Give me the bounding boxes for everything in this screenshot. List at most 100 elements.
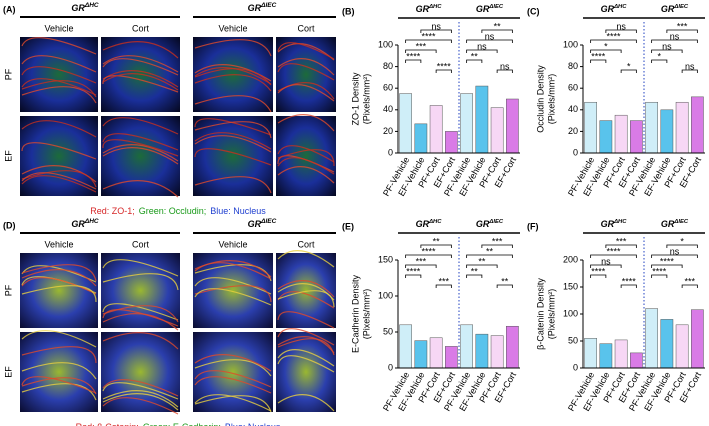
significance-bracket [405,49,437,53]
micrograph [20,37,98,112]
caption-part: Green: Occludin; [139,206,207,216]
caption-part: Red: ZO-1; [90,206,135,216]
stain [102,273,179,291]
group-label: GRΔHC [71,2,99,14]
bar [414,340,428,369]
stain [21,362,97,380]
significance-bracket [405,264,437,268]
caption-part: Blue: Nucleus [210,206,266,216]
column-label: Vehicle [218,23,247,33]
bar [399,93,412,154]
group-base: GR [248,3,262,13]
significance-bracket [590,39,637,43]
micrograph [20,332,98,412]
row-label: EF [3,150,13,162]
micrograph [101,116,180,196]
significance-bracket [466,264,498,268]
significance-bracket [405,59,422,63]
y-axis-label: (Pixels/mm²) [361,289,371,340]
significance-bracket [466,254,513,258]
significance-bracket [496,284,513,288]
bar [584,338,597,369]
bar [660,319,674,369]
stain [277,149,335,167]
stain [277,166,335,184]
stain [102,259,179,277]
micrograph [20,116,98,196]
group-base: GR [661,4,675,14]
significance-label: ** [486,246,494,256]
significance-bracket [666,244,698,248]
significance-label: ns [616,21,626,31]
stain [102,147,179,165]
significance-label: ns [431,21,441,31]
stain [21,346,97,364]
significance-bracket [666,29,698,33]
stain [21,330,97,348]
stain [277,291,335,309]
stain [277,157,335,175]
bar [645,308,658,369]
stain [194,395,272,413]
stain [102,305,179,323]
significance-bracket [651,49,683,53]
bar [445,131,458,154]
stain [21,142,97,160]
significance-label: **** [406,266,421,276]
stain [102,55,179,73]
stain [277,58,335,76]
bar [660,109,674,154]
bar [630,120,643,154]
significance-label: * [604,41,608,51]
stain [277,328,335,346]
bar [630,352,643,369]
significance-label: **** [652,266,667,276]
significance-bracket [481,244,513,248]
group-label: GRΔIEC [248,218,277,230]
stain [194,68,272,86]
y-tick-label: 80 [383,61,393,71]
stain [277,114,335,132]
y-axis-label: β-Catenin Density [535,278,545,350]
significance-label: ns [670,31,680,41]
significance-label: **** [591,51,606,61]
significance-label: *** [438,276,449,286]
bar [490,335,504,369]
y-axis-label: (Pixels/mm²) [361,74,371,125]
significance-bracket [405,254,452,258]
bar [614,114,628,154]
group-sup: ΔIEC [488,219,503,225]
significance-label: ns [670,246,680,256]
stain [102,133,179,151]
significance-bracket [681,284,698,288]
stain [21,264,97,282]
stain [194,376,272,394]
stain [194,95,272,113]
stain [277,336,335,354]
y-axis-label: (Pixels/mm²) [546,74,556,125]
stain [194,118,272,136]
y-tick-label: 200 [563,254,578,264]
row-label: PF [3,284,13,296]
stain [102,144,179,162]
stain [102,73,179,91]
significance-label: *** [616,236,627,246]
y-tick-label: 100 [563,308,578,318]
stain [102,390,179,408]
significance-label: **** [622,276,637,286]
column-label: Cort [132,239,150,249]
significance-bracket [590,274,607,278]
group-base: GR [71,3,85,13]
bar [490,107,504,154]
y-tick-label: 0 [388,362,393,372]
group-label: GRΔIEC [661,219,689,230]
significance-bracket [466,49,498,53]
significance-bracket [651,264,683,268]
bar [475,333,489,369]
group-sup: ΔHC [428,219,442,225]
group-base: GR [476,4,490,14]
stain [194,67,272,85]
stain [21,55,97,73]
stain [21,376,97,394]
